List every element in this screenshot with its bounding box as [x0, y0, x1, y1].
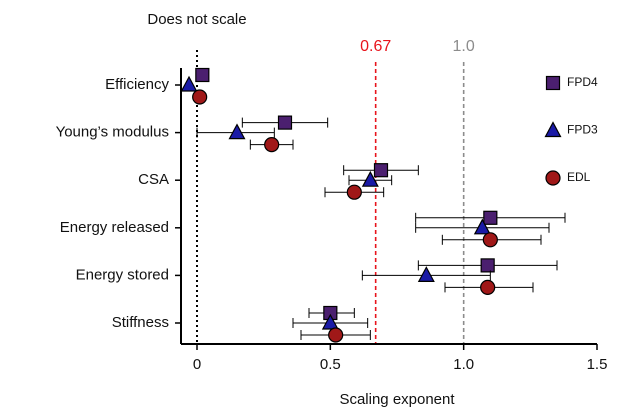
- data-point: [321, 313, 339, 330]
- data-point: [480, 258, 495, 273]
- data-point: [180, 75, 198, 92]
- data-point: [361, 170, 379, 187]
- legend-label: FPD4: [567, 75, 598, 89]
- reference-label: Does not scale: [147, 11, 246, 28]
- data-point: [264, 137, 280, 153]
- x-tick-label: 0.5: [320, 356, 341, 373]
- x-tick-label: 1.5: [587, 356, 608, 373]
- legend-marker: [544, 121, 562, 138]
- y-tick-label: Energy stored: [76, 266, 169, 283]
- reference-label: 0.67: [360, 38, 391, 55]
- data-point: [483, 210, 498, 225]
- data-point: [482, 232, 498, 248]
- y-tick-label: Stiffness: [112, 314, 169, 331]
- data-point: [417, 266, 435, 282]
- data-point: [192, 89, 208, 105]
- legend-label: FPD3: [567, 123, 598, 137]
- data-point: [480, 279, 496, 295]
- y-tick-label: CSA: [138, 171, 169, 188]
- x-axis-label: Scaling exponent: [339, 391, 455, 408]
- data-point: [473, 218, 491, 235]
- data-point: [346, 184, 362, 200]
- data-point: [228, 123, 246, 140]
- legend-marker: [545, 75, 561, 91]
- data-point: [328, 327, 344, 343]
- legend-label: EDL: [567, 170, 591, 184]
- x-tick-label: 0: [193, 356, 201, 373]
- y-tick-label: Young’s modulus: [56, 124, 169, 141]
- legend-marker: [545, 170, 561, 186]
- x-tick-label: 1.0: [453, 356, 474, 373]
- y-tick-label: Energy released: [60, 219, 169, 236]
- reference-label: 1.0: [453, 38, 475, 55]
- data-point: [277, 115, 293, 130]
- y-tick-label: Efficiency: [105, 76, 169, 93]
- data-point: [195, 67, 210, 83]
- data-point: [373, 163, 389, 178]
